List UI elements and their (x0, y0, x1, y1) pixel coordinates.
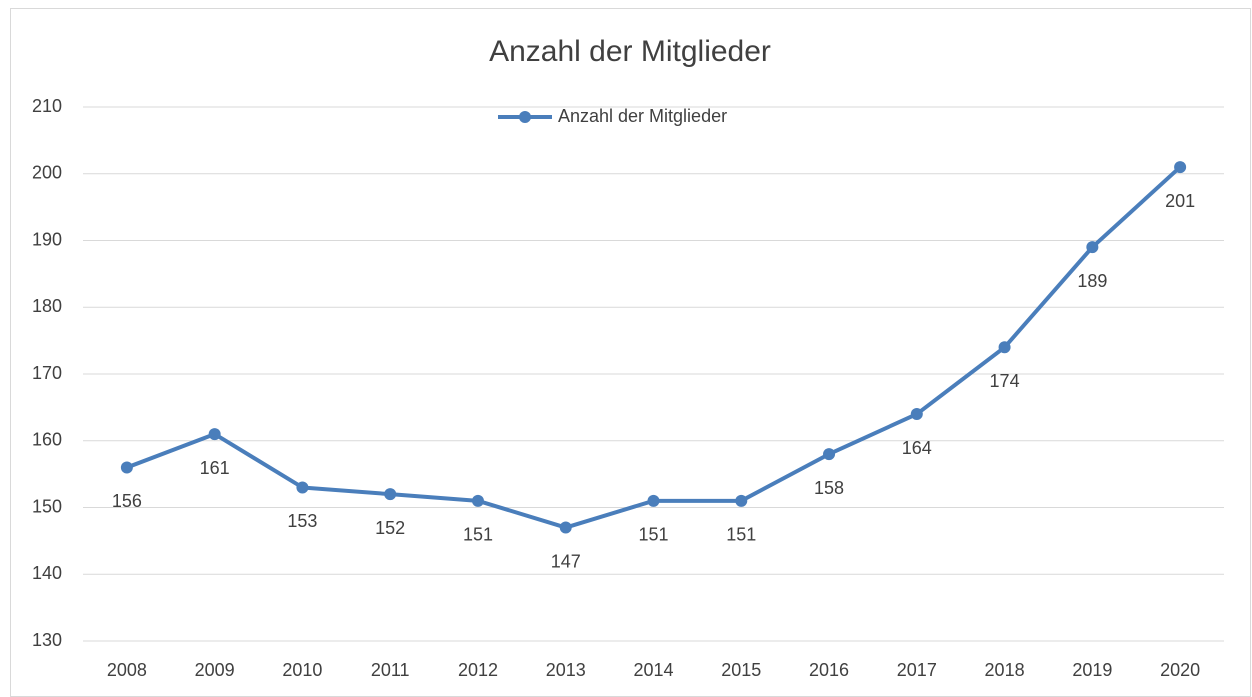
legend-label: Anzahl der Mitglieder (558, 106, 727, 126)
y-tick-label: 150 (32, 496, 62, 516)
data-label: 156 (112, 491, 142, 511)
x-tick-label: 2014 (633, 660, 673, 680)
x-tick-label: 2009 (195, 660, 235, 680)
x-tick-label: 2018 (985, 660, 1025, 680)
data-marker (1174, 161, 1187, 174)
x-tick-label: 2008 (107, 660, 147, 680)
data-marker (296, 481, 309, 494)
x-tick-label: 2010 (282, 660, 322, 680)
data-marker (208, 428, 221, 441)
data-label: 189 (1077, 271, 1107, 291)
x-tick-label: 2012 (458, 660, 498, 680)
x-tick-label: 2019 (1072, 660, 1112, 680)
y-tick-label: 130 (32, 630, 62, 650)
data-label: 153 (287, 511, 317, 531)
y-tick-label: 170 (32, 363, 62, 383)
data-label: 151 (726, 525, 756, 545)
data-label: 147 (551, 551, 581, 571)
x-tick-label: 2016 (809, 660, 849, 680)
data-marker (910, 408, 923, 421)
data-label: 151 (463, 525, 493, 545)
data-marker (559, 521, 572, 534)
x-tick-label: 2020 (1160, 660, 1200, 680)
y-tick-label: 140 (32, 563, 62, 583)
data-marker (1086, 241, 1099, 254)
data-label: 158 (814, 478, 844, 498)
data-marker (120, 461, 133, 474)
x-tick-label: 2015 (721, 660, 761, 680)
data-label: 151 (638, 525, 668, 545)
legend-marker (519, 111, 531, 123)
data-marker (998, 341, 1011, 354)
data-label: 164 (902, 438, 932, 458)
data-marker (647, 494, 660, 507)
x-tick-label: 2013 (546, 660, 586, 680)
data-marker (823, 448, 836, 461)
x-tick-label: 2017 (897, 660, 937, 680)
chart-border (10, 8, 1251, 697)
data-label: 201 (1165, 191, 1195, 211)
y-tick-label: 190 (32, 229, 62, 249)
data-label: 161 (200, 458, 230, 478)
y-tick-label: 210 (32, 96, 62, 116)
y-tick-label: 200 (32, 163, 62, 183)
data-label: 174 (990, 371, 1020, 391)
y-tick-label: 180 (32, 296, 62, 316)
y-tick-label: 160 (32, 430, 62, 450)
x-tick-label: 2011 (371, 660, 410, 680)
data-marker (384, 488, 397, 501)
data-label: 152 (375, 518, 405, 538)
data-marker (471, 494, 484, 507)
data-marker (735, 494, 748, 507)
chart-title: Anzahl der Mitglieder (489, 35, 771, 68)
